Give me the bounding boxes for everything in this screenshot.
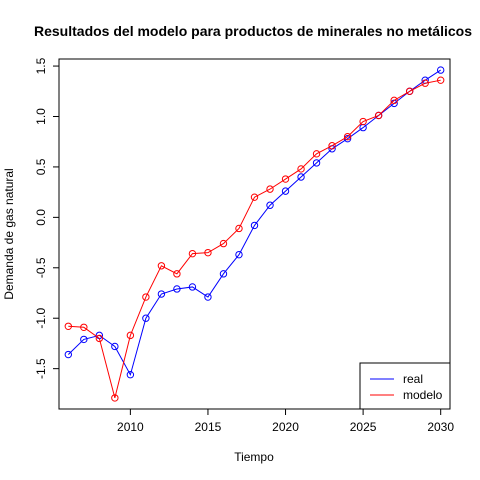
x-tick-label: 2025 — [350, 420, 377, 434]
x-axis: 2010 2015 2020 2025 2030 — [117, 409, 454, 434]
y-tick-label: 1.5 — [34, 57, 48, 74]
x-tick-label: 2015 — [195, 420, 222, 434]
y-tick-label: 0.0 — [34, 209, 48, 226]
chart-title: Resultados del modelo para productos de … — [34, 23, 472, 39]
series-modelo — [65, 77, 444, 401]
x-tick-label: 2010 — [117, 420, 144, 434]
y-tick-label: 0.5 — [34, 158, 48, 175]
series-real — [65, 67, 444, 378]
x-tick-label: 2030 — [427, 420, 454, 434]
series-line-modelo — [68, 80, 440, 398]
legend-label-modelo: modelo — [403, 388, 443, 402]
legend-box — [360, 363, 450, 409]
legend: real modelo — [360, 363, 450, 409]
x-tick-label: 2020 — [272, 420, 299, 434]
y-axis-label: Demanda de gas natural — [2, 168, 16, 299]
y-tick-label: -0.5 — [34, 257, 48, 278]
plot-frame — [59, 59, 450, 409]
y-tick-label: -1.5 — [34, 358, 48, 379]
x-axis-label: Tiempo — [234, 450, 274, 464]
y-tick-label: 1.0 — [34, 108, 48, 125]
y-tick-label: -1.0 — [34, 308, 48, 329]
legend-label-real: real — [403, 372, 423, 386]
series-layer — [65, 67, 444, 401]
y-axis: -1.5 -1.0 -0.5 0.0 0.5 1.0 1.5 — [34, 57, 59, 379]
